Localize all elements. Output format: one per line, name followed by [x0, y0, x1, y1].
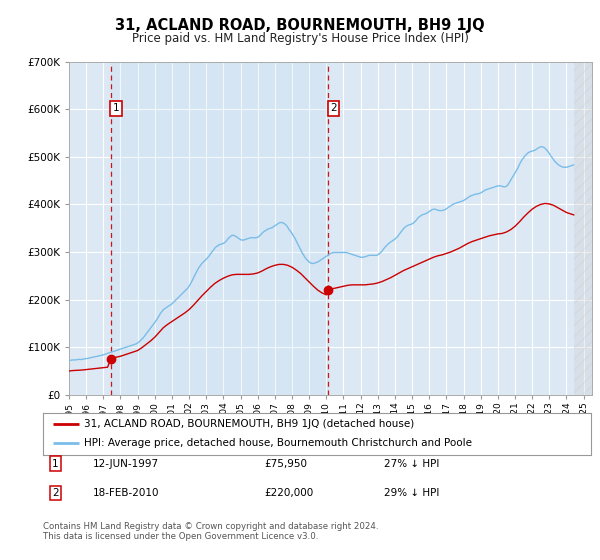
Text: 1: 1: [113, 103, 119, 113]
Text: 31, ACLAND ROAD, BOURNEMOUTH, BH9 1JQ: 31, ACLAND ROAD, BOURNEMOUTH, BH9 1JQ: [115, 18, 485, 33]
Text: Price paid vs. HM Land Registry's House Price Index (HPI): Price paid vs. HM Land Registry's House …: [131, 32, 469, 45]
Text: 27% ↓ HPI: 27% ↓ HPI: [384, 459, 439, 469]
Text: 12-JUN-1997: 12-JUN-1997: [93, 459, 159, 469]
Bar: [574, 62, 592, 395]
Text: 18-FEB-2010: 18-FEB-2010: [93, 488, 160, 498]
Text: 29% ↓ HPI: 29% ↓ HPI: [384, 488, 439, 498]
Text: £75,950: £75,950: [264, 459, 307, 469]
Text: 1: 1: [52, 459, 59, 469]
Text: HPI: Average price, detached house, Bournemouth Christchurch and Poole: HPI: Average price, detached house, Bour…: [84, 438, 472, 449]
Text: £220,000: £220,000: [264, 488, 313, 498]
Text: 2: 2: [52, 488, 59, 498]
Text: Contains HM Land Registry data © Crown copyright and database right 2024.
This d: Contains HM Land Registry data © Crown c…: [43, 522, 379, 542]
Bar: [111, 62, 328, 395]
Text: 2: 2: [330, 103, 337, 113]
Text: 31, ACLAND ROAD, BOURNEMOUTH, BH9 1JQ (detached house): 31, ACLAND ROAD, BOURNEMOUTH, BH9 1JQ (d…: [84, 419, 415, 429]
